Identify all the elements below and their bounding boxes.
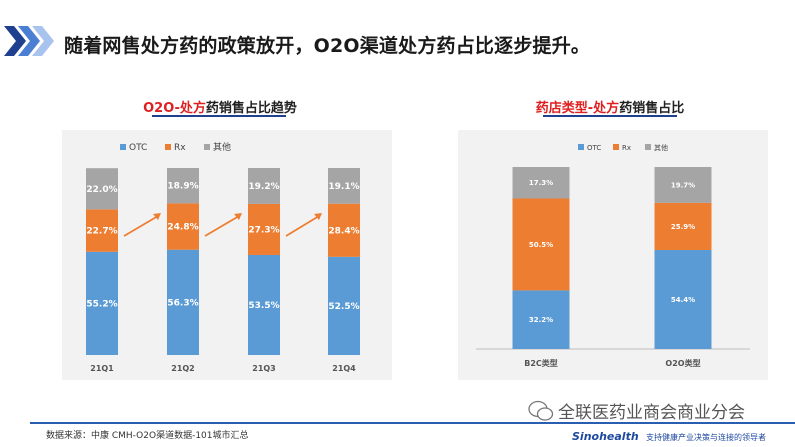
chart1-legend-label: OTC	[129, 143, 147, 153]
chart2-category-label: O2O类型	[665, 358, 700, 368]
chart1-data-label: 22.7%	[86, 227, 117, 237]
chart1-trend-arrow	[123, 215, 159, 237]
chart1-bar-other	[167, 168, 199, 204]
chart1-data-label: 55.2%	[86, 299, 117, 309]
brand-logo-text: Sinohealth	[572, 430, 639, 443]
chart1-trend-arrow-head	[153, 213, 161, 220]
chart1-category-label: 21Q3	[252, 364, 276, 373]
data-source-note: 数据来源：中康 CMH-O2O渠道数据-101城市汇总	[46, 431, 249, 441]
chart1-trend-arrow-head	[234, 213, 242, 220]
chart1-category-label: 21Q2	[171, 364, 195, 373]
chart2-title-underline	[543, 115, 677, 117]
wechat-icon	[528, 400, 554, 421]
chart1-bar-other	[86, 168, 118, 210]
header-chevron-icon	[32, 26, 54, 56]
page-title: 随着网售处方药的政策放开，O2O渠道处方药占比逐步提升。	[64, 35, 591, 57]
chart1-trend-arrow	[204, 215, 240, 237]
chart1-category-label: 21Q1	[90, 364, 114, 373]
wechat-account-name: 全联医药业商会商业分会	[558, 403, 745, 423]
chart1-data-label: 56.3%	[167, 298, 198, 308]
chart1-title: O2O-处方药销售占比趋势	[120, 97, 320, 116]
chart1-data-label: 24.8%	[167, 223, 198, 233]
chart2-data-label: 25.9%	[671, 223, 695, 231]
chart2-legend-label: OTC	[587, 144, 601, 152]
chart1-category-label: 21Q4	[332, 364, 356, 373]
chart1-data-label: 28.4%	[328, 226, 359, 236]
chart1-bar-other	[248, 168, 280, 204]
chart2-bar-otc	[654, 249, 712, 349]
chart1-bar-rx	[86, 209, 118, 252]
chart1-data-label: 27.3%	[248, 225, 279, 235]
header-chevron-icon	[4, 26, 26, 56]
chart1-bar-otc	[86, 251, 118, 355]
chart1-bar-otc	[248, 254, 280, 355]
chart1-trend-arrow-head	[314, 213, 322, 220]
chart1-trend-arrow	[285, 215, 320, 237]
chart2-bar-otc	[512, 290, 570, 349]
chart2-data-label: 17.3%	[529, 179, 553, 187]
chart1-title-highlight: O2O-处方	[143, 101, 206, 116]
chart2-legend-swatch	[645, 144, 651, 150]
chart2-data-label: 50.5%	[529, 241, 553, 249]
chart2-data-label: 32.2%	[529, 316, 553, 324]
chart1-legend-label: Rx	[174, 143, 186, 153]
chart1-bar-rx	[248, 203, 280, 255]
chart2-title-highlight: 药店类型-处方	[535, 101, 620, 116]
chart1-data-label: 53.5%	[248, 301, 279, 311]
chart2-bar-rx	[512, 198, 570, 291]
chart1-bar-otc	[328, 256, 360, 355]
chart1-legend-swatch	[165, 144, 171, 150]
chart1-data-label: 19.2%	[248, 182, 279, 192]
chart1-bar-rx	[328, 203, 360, 257]
chart1-bar-rx	[167, 203, 199, 250]
footer-divider	[30, 422, 795, 424]
chart2-legend-label: 其他	[654, 143, 668, 152]
chart1-bar-other	[328, 168, 360, 204]
brand-slogan: 支持健康产业决策与连接的领导者	[646, 433, 766, 442]
chart1-legend-swatch	[204, 144, 210, 150]
chart1-data-label: 18.9%	[167, 182, 198, 192]
chart2-title: 药店类型-处方药销售占比	[510, 97, 710, 116]
chart2-data-label: 19.7%	[671, 181, 695, 189]
chart2-bar-rx	[654, 202, 712, 250]
chart2-data-label: 54.4%	[671, 296, 695, 304]
chart2-category-label: B2C类型	[524, 358, 558, 368]
chart1-data-label: 52.5%	[328, 302, 359, 312]
chart1-legend-label: 其他	[213, 141, 231, 153]
chart2-panel	[458, 130, 768, 380]
chart1-data-label: 22.0%	[86, 185, 117, 195]
chart1-bar-otc	[167, 249, 199, 355]
chart2-legend-swatch	[578, 144, 584, 150]
chart1-title-rest: 药销售占比趋势	[205, 101, 297, 116]
chart1-data-label: 19.1%	[328, 182, 359, 192]
chart1-title-underline	[152, 115, 286, 117]
header-chevron-icon	[18, 26, 40, 56]
chart2-bar-other	[654, 167, 712, 203]
chart2-legend-swatch	[613, 144, 619, 150]
chart2-title-rest: 药销售占比	[619, 101, 685, 116]
chart1-legend-swatch	[120, 144, 126, 150]
chart2-legend-label: Rx	[622, 144, 631, 152]
chart2-bar-other	[512, 167, 570, 199]
